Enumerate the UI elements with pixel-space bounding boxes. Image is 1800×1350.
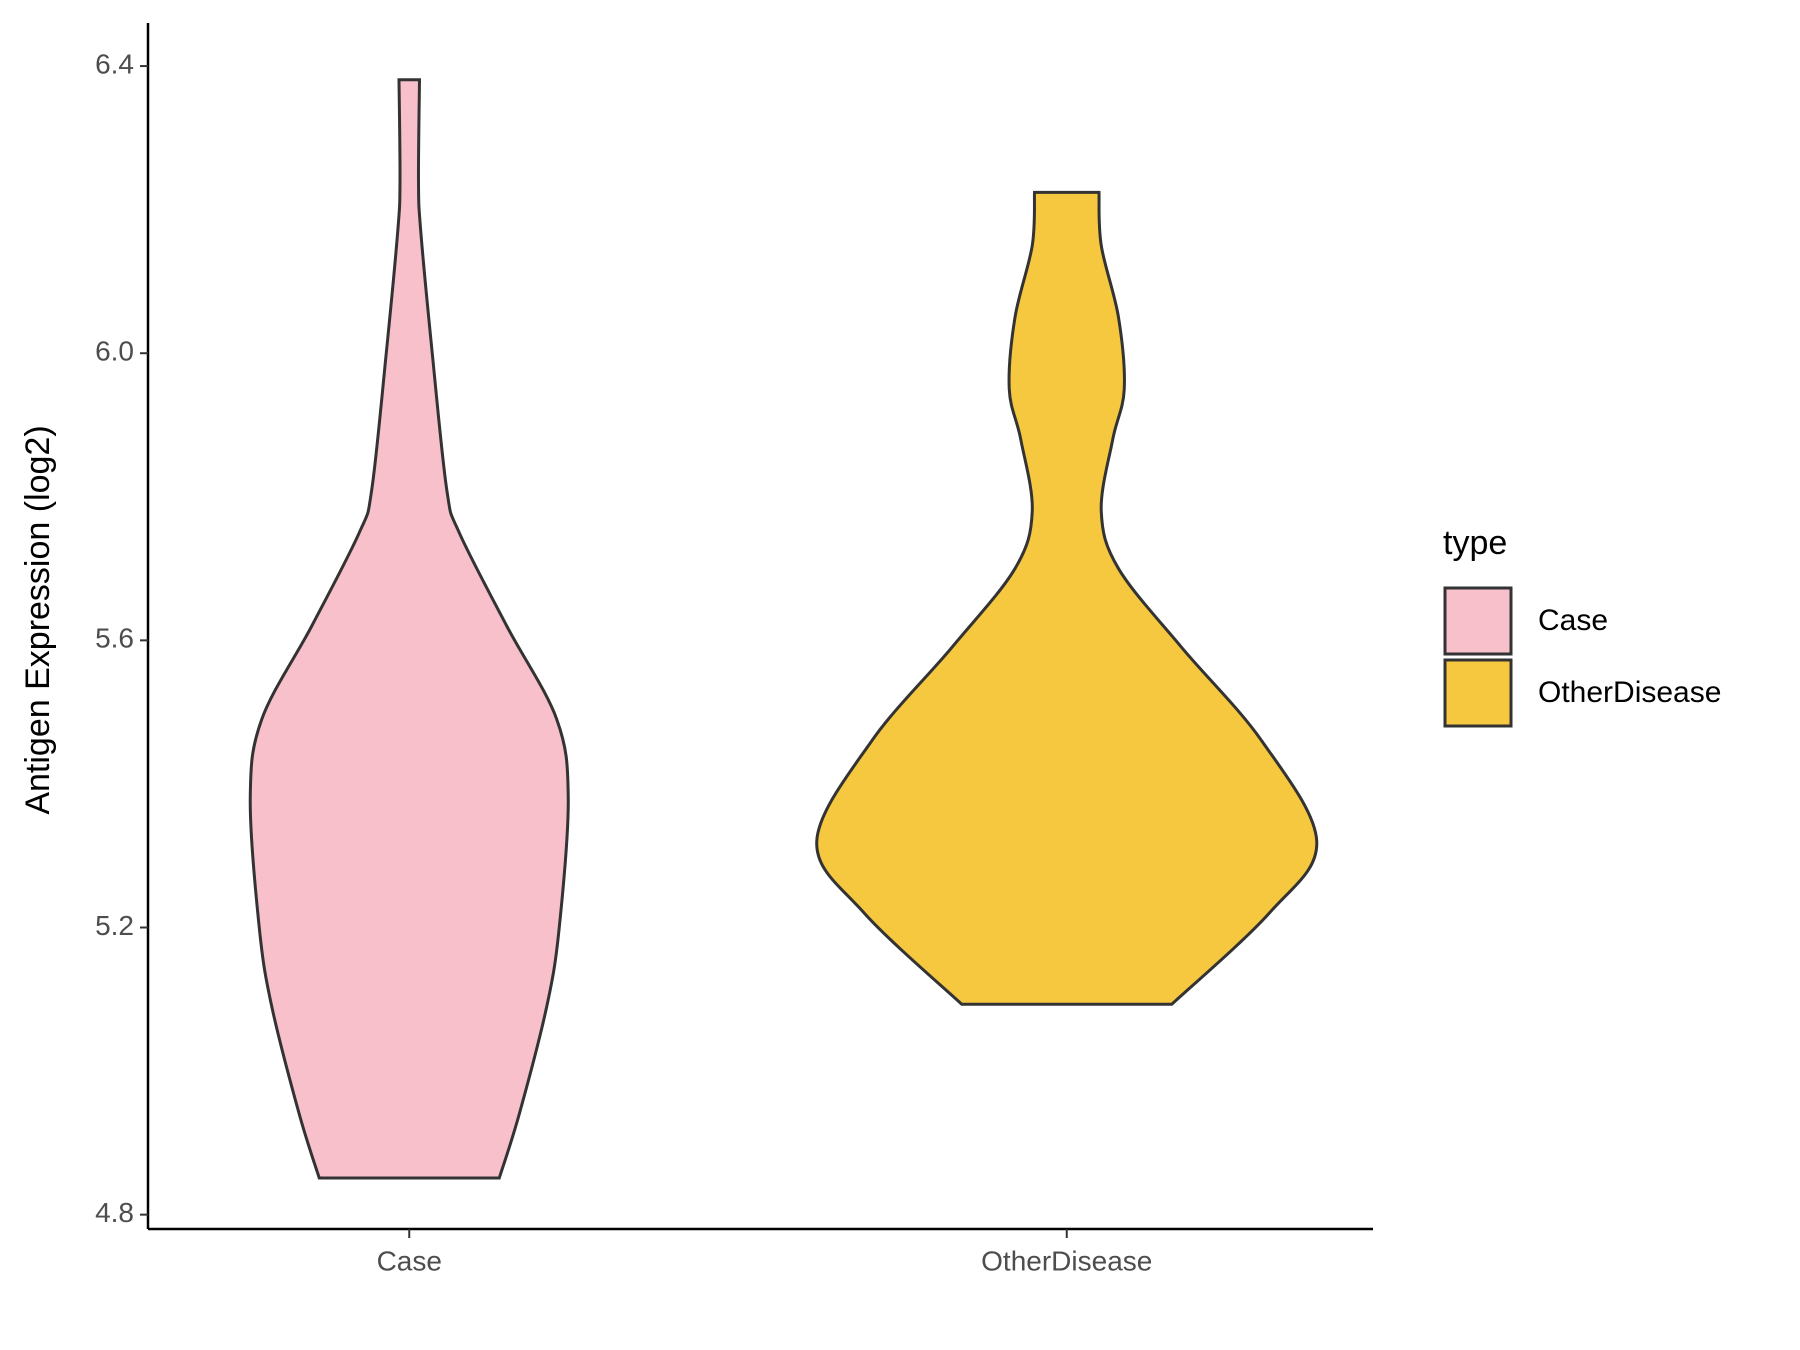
x-tick-label: Case [377,1245,442,1276]
y-tick-label: 4.8 [95,1197,134,1228]
y-tick-label: 6.4 [95,48,134,79]
legend-key [1443,658,1513,728]
x-tick-label: OtherDisease [981,1245,1152,1276]
legend-label: Case [1538,604,1608,637]
violin [248,78,570,1180]
violin [815,190,1319,1006]
legend-title: type [1443,524,1507,562]
legend-key [1443,586,1513,656]
y-tick-label: 5.6 [95,623,134,654]
y-tick-label: 6.0 [95,336,134,367]
y-axis-title: Antigen Expression (log2) [19,425,57,814]
y-tick-label: 5.2 [95,910,134,941]
legend-label: OtherDisease [1538,676,1721,709]
